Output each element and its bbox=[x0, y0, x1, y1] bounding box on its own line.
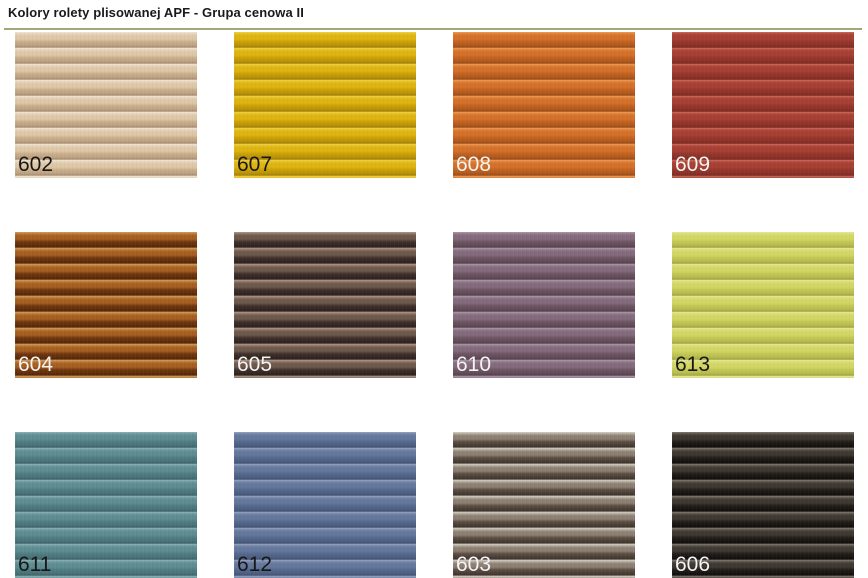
color-swatch-604[interactable]: 604 bbox=[15, 232, 197, 378]
swatch-code-label: 608 bbox=[456, 153, 492, 176]
swatch-pleat-bands bbox=[234, 232, 416, 378]
color-swatch-603[interactable]: 603 bbox=[453, 432, 635, 578]
color-swatch-607[interactable]: 607 bbox=[234, 32, 416, 178]
swatch-pleat-bands bbox=[672, 32, 854, 178]
swatch-pleat-bands bbox=[672, 232, 854, 378]
swatch-pleat-bands bbox=[15, 32, 197, 178]
swatch-code-label: 609 bbox=[675, 153, 711, 176]
swatch-pleat-bands bbox=[453, 232, 635, 378]
swatch-code-label: 605 bbox=[237, 353, 273, 376]
color-swatch-grid: 602 607 608 609 604 605 610 613 611 612 603 606 bbox=[15, 32, 860, 578]
color-swatch-611[interactable]: 611 bbox=[15, 432, 197, 578]
color-swatch-612[interactable]: 612 bbox=[234, 432, 416, 578]
swatch-code-label: 603 bbox=[456, 553, 492, 576]
swatch-pleat-bands bbox=[453, 32, 635, 178]
swatch-pleat-bands bbox=[234, 32, 416, 178]
swatch-code-label: 606 bbox=[675, 553, 711, 576]
swatch-pleat-bands bbox=[15, 432, 197, 578]
color-swatch-613[interactable]: 613 bbox=[672, 232, 854, 378]
color-swatch-602[interactable]: 602 bbox=[15, 32, 197, 178]
swatch-pleat-bands bbox=[234, 432, 416, 578]
swatch-code-label: 611 bbox=[18, 553, 52, 576]
swatch-code-label: 604 bbox=[18, 353, 54, 376]
color-swatch-608[interactable]: 608 bbox=[453, 32, 635, 178]
swatch-pleat-bands bbox=[15, 232, 197, 378]
color-swatch-609[interactable]: 609 bbox=[672, 32, 854, 178]
swatch-pleat-bands bbox=[672, 432, 854, 578]
header-divider bbox=[4, 28, 862, 30]
swatch-code-label: 607 bbox=[237, 153, 273, 176]
color-swatch-610[interactable]: 610 bbox=[453, 232, 635, 378]
page-header: Kolory rolety plisowanej APF - Grupa cen… bbox=[0, 0, 868, 24]
color-swatch-605[interactable]: 605 bbox=[234, 232, 416, 378]
swatch-code-label: 613 bbox=[675, 353, 711, 376]
swatch-code-label: 602 bbox=[18, 153, 54, 176]
page-title: Kolory rolety plisowanej APF - Grupa cen… bbox=[8, 5, 304, 20]
color-swatch-606[interactable]: 606 bbox=[672, 432, 854, 578]
swatch-pleat-bands bbox=[453, 432, 635, 578]
swatch-code-label: 610 bbox=[456, 353, 492, 376]
swatch-code-label: 612 bbox=[237, 553, 273, 576]
